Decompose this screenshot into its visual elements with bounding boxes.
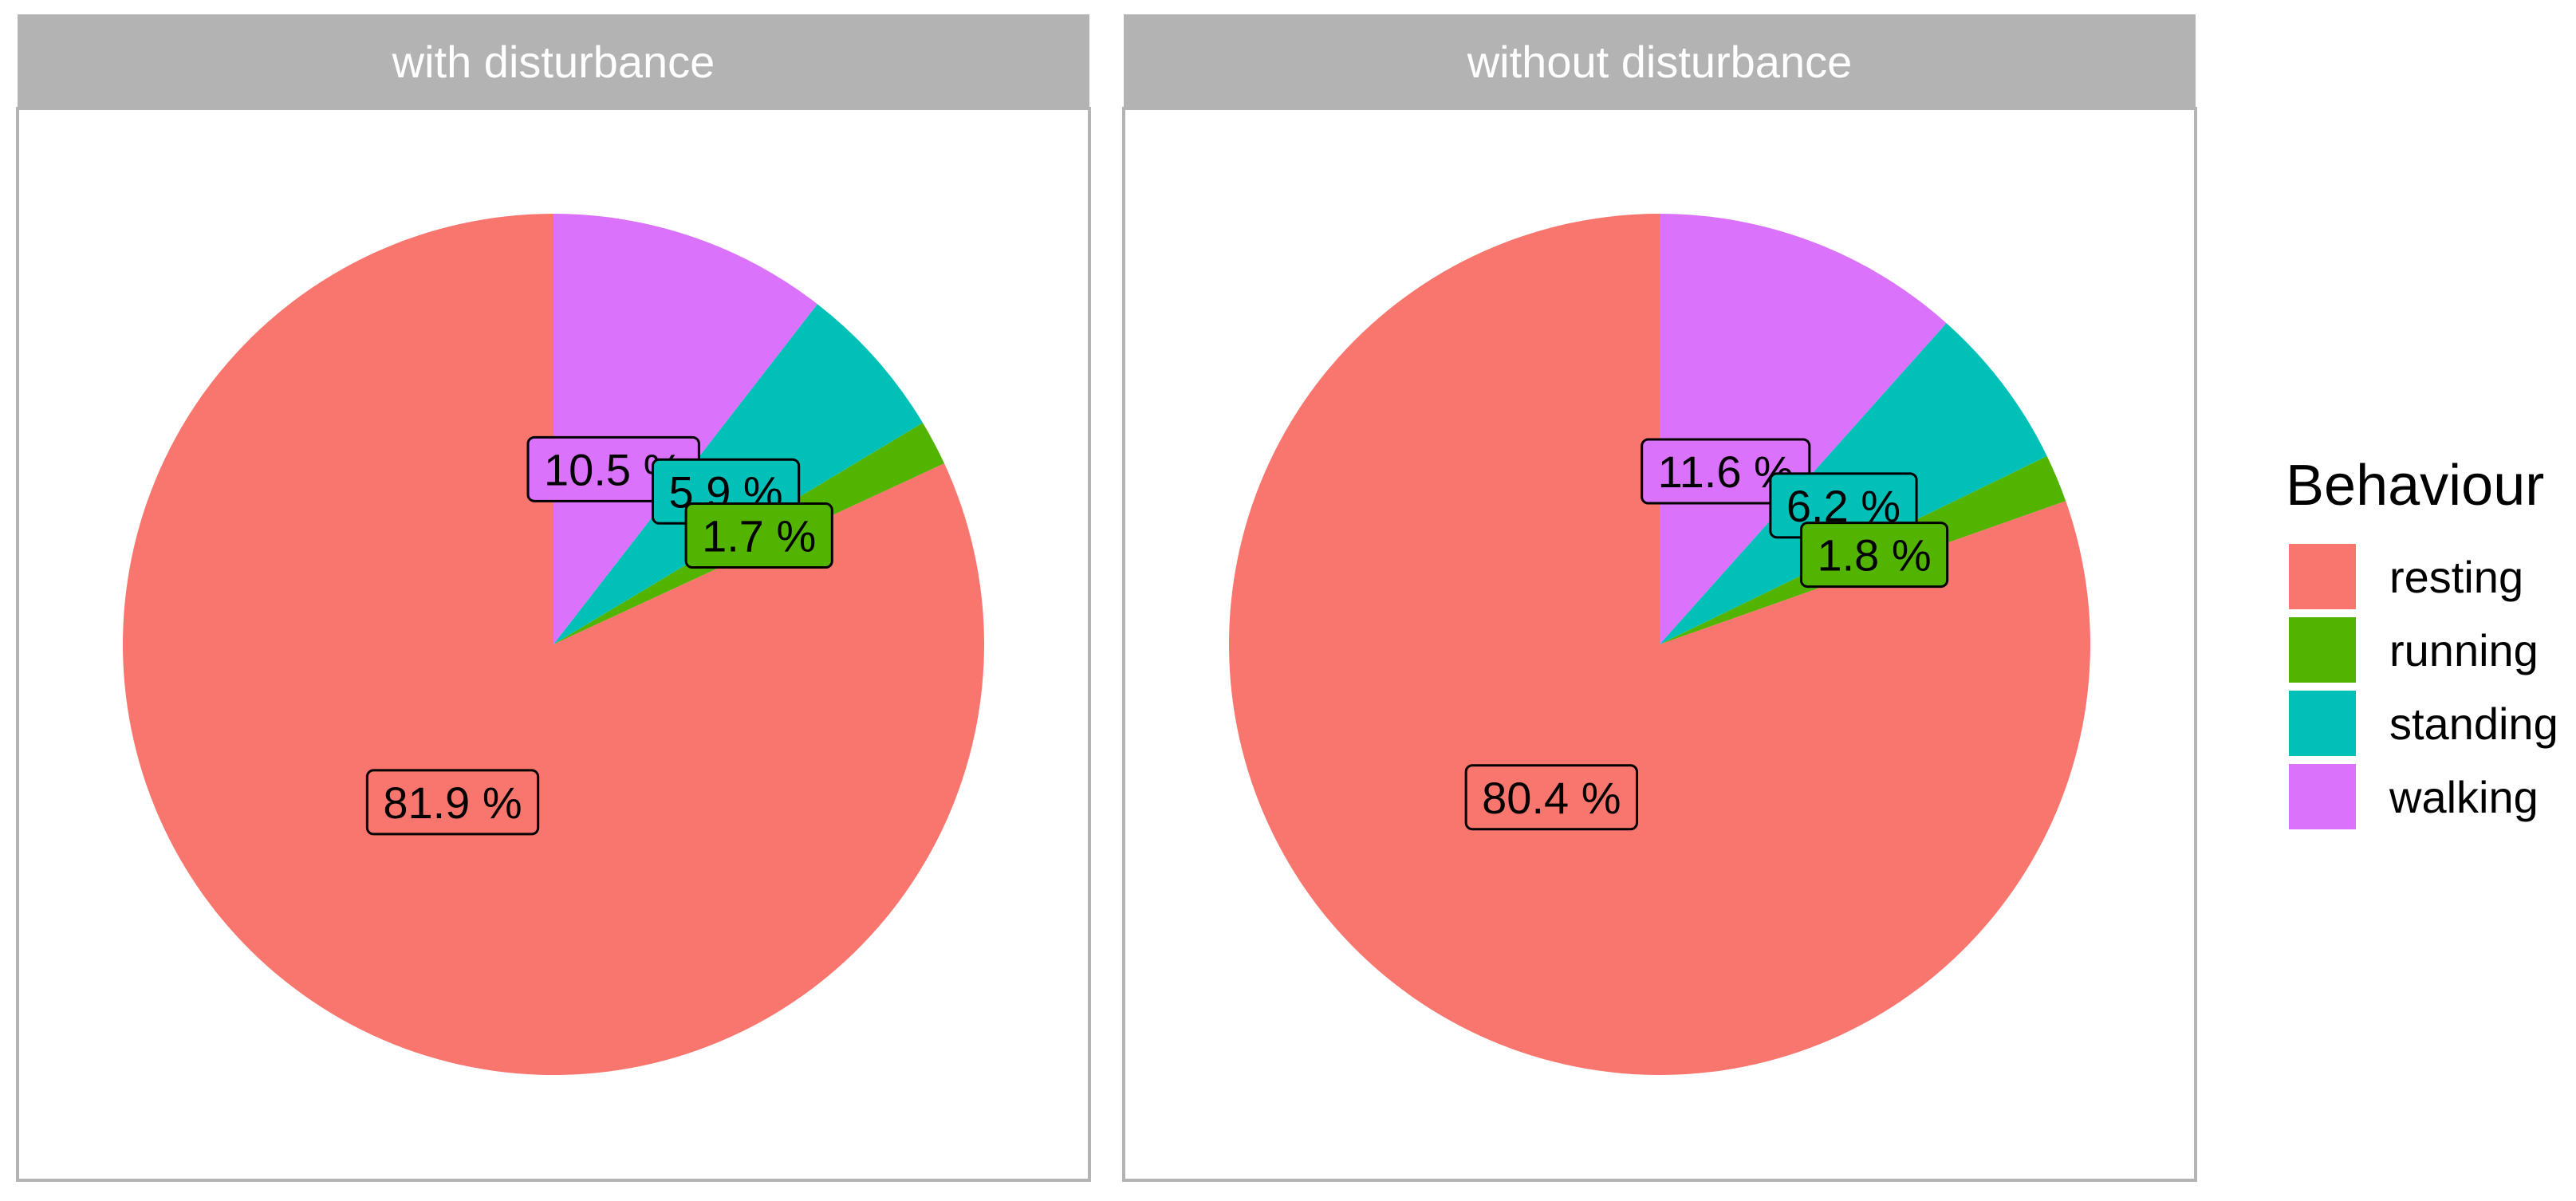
slice-labels: 11.6 %6.2 %1.8 %80.4 % xyxy=(1464,438,1949,831)
legend-label: standing xyxy=(2389,699,2558,749)
pie xyxy=(122,214,985,1075)
legend-label: running xyxy=(2389,625,2539,675)
legend-item-running: running xyxy=(2289,617,2539,683)
legend-key xyxy=(2289,691,2356,756)
slice-label-box xyxy=(1799,522,1949,589)
slice-label-box xyxy=(365,769,540,836)
facet-strip xyxy=(1124,14,2196,108)
legend-label: walking xyxy=(2389,772,2539,822)
slice-label-resting: 80.4 % xyxy=(1464,764,1638,831)
facet-strip xyxy=(18,14,1089,108)
slice-label-text: 1.7 % xyxy=(702,511,816,561)
legend-label: resting xyxy=(2389,552,2523,602)
pie-slice-resting xyxy=(1229,214,2090,1075)
legend-item-resting: resting xyxy=(2289,544,2523,609)
slice-label-box xyxy=(684,502,833,569)
slice-label-text: 1.8 % xyxy=(1817,530,1931,581)
slice-label-box xyxy=(1641,438,1811,505)
legend-title: Behaviour xyxy=(2286,454,2544,518)
pie-slice-walking xyxy=(553,214,817,644)
slice-labels: 10.5 %5.9 %1.7 %81.9 % xyxy=(365,435,833,836)
slice-label-resting: 81.9 % xyxy=(365,769,540,836)
slice-label-box xyxy=(1464,764,1638,831)
legend-item-walking: walking xyxy=(2289,764,2539,829)
facet-title: with disturbance xyxy=(392,37,715,87)
slice-label-text: 80.4 % xyxy=(1482,773,1621,823)
legend-key xyxy=(2289,617,2356,683)
slice-label-running: 1.7 % xyxy=(684,502,833,569)
pie xyxy=(1229,214,2090,1075)
pie-slice-walking xyxy=(1660,214,1947,644)
pie-slice-resting xyxy=(122,214,985,1075)
legend-item-standing: standing xyxy=(2289,691,2558,756)
legend-key xyxy=(2289,544,2356,609)
slice-label-running: 1.8 % xyxy=(1799,522,1949,589)
facet-title: without disturbance xyxy=(1467,37,1853,87)
slice-label-text: 81.9 % xyxy=(383,778,522,828)
legend-key xyxy=(2289,764,2356,829)
legend: Behaviour resting running standing walking xyxy=(2286,454,2558,829)
legend-items: resting running standing walking xyxy=(2289,544,2558,829)
